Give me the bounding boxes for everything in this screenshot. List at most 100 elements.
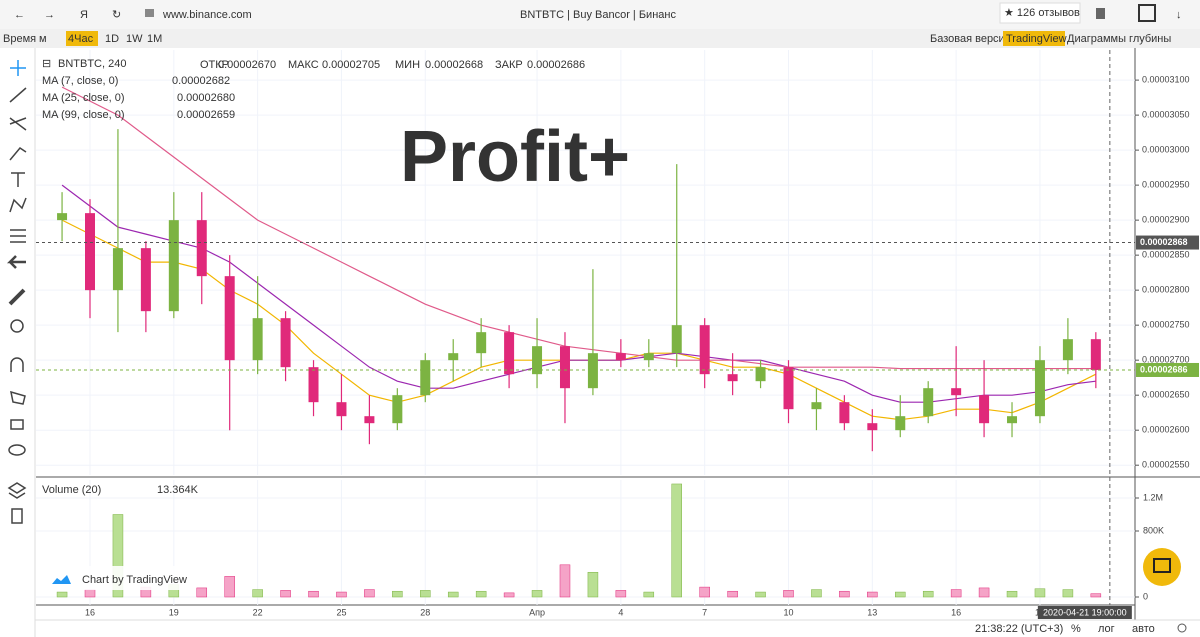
crosshair-tool[interactable] bbox=[10, 60, 26, 76]
volume-bar bbox=[783, 590, 794, 598]
line-tool[interactable] bbox=[9, 87, 27, 103]
candle-body bbox=[308, 367, 319, 403]
drawing-tools bbox=[6, 60, 27, 524]
x-tick-label: 4 bbox=[618, 607, 623, 617]
candle-body bbox=[140, 248, 151, 312]
x-tick-label: 28 bbox=[420, 607, 430, 617]
interval-button[interactable]: 1D bbox=[105, 33, 119, 45]
back-button[interactable]: ← bbox=[14, 9, 25, 21]
ohlc-value: 0.00002668 bbox=[425, 59, 483, 71]
text-tool[interactable] bbox=[11, 172, 25, 187]
ohlc-label: ОТКР bbox=[200, 59, 229, 71]
candle-body bbox=[168, 220, 179, 312]
pattern-tool[interactable] bbox=[9, 197, 27, 213]
brush-tool[interactable] bbox=[9, 147, 27, 161]
rating[interactable]: ★ 126 отзывов bbox=[1004, 7, 1080, 19]
x-tick-label: 13 bbox=[867, 607, 877, 617]
volume-bar bbox=[895, 591, 906, 598]
volume-bar bbox=[615, 590, 627, 598]
chat-button[interactable] bbox=[1143, 548, 1181, 586]
branding-logo[interactable] bbox=[52, 575, 71, 584]
measure-tool[interactable] bbox=[8, 288, 26, 306]
lock-tool[interactable] bbox=[10, 419, 24, 430]
x-tick-label: 16 bbox=[951, 607, 961, 617]
annotation: Profit+ bbox=[400, 117, 630, 197]
layers-tool[interactable] bbox=[7, 482, 27, 499]
candle-body bbox=[196, 220, 207, 277]
extension-icon[interactable] bbox=[1138, 4, 1156, 22]
back-tool[interactable] bbox=[6, 255, 26, 269]
ma-label: MA (7, close, 0) bbox=[42, 75, 118, 87]
volume-bar bbox=[671, 483, 682, 598]
bookmark-icon[interactable] bbox=[1096, 8, 1105, 19]
volume-bar bbox=[420, 590, 431, 598]
branding-box[interactable] bbox=[36, 566, 196, 590]
status-item[interactable]: % bbox=[1071, 623, 1081, 635]
interval-button[interactable]: 1W bbox=[126, 33, 143, 45]
candle-body bbox=[923, 388, 934, 417]
interval-active-bg bbox=[66, 31, 98, 46]
interval-button[interactable]: 4Час bbox=[68, 33, 94, 45]
chat-icon[interactable] bbox=[1153, 558, 1171, 573]
view-button[interactable]: Базовая версия bbox=[930, 33, 1011, 45]
crosshair-time-bg bbox=[1037, 606, 1132, 619]
interval-button[interactable]: 1M bbox=[147, 33, 162, 45]
visibility-tool[interactable] bbox=[8, 444, 26, 456]
ohlc-label: ЗАКР bbox=[495, 59, 523, 71]
volume-bar bbox=[867, 591, 878, 598]
lock-draw-tool[interactable] bbox=[10, 390, 26, 405]
forward-button[interactable]: → bbox=[44, 9, 55, 21]
candle-body bbox=[587, 353, 598, 389]
lock-icon bbox=[145, 9, 154, 17]
volume-bar bbox=[364, 589, 375, 598]
volume-bar bbox=[978, 587, 990, 598]
branding[interactable]: Chart by TradingView bbox=[82, 574, 187, 586]
prediction-tool[interactable] bbox=[10, 229, 26, 243]
view-button[interactable]: Диаграммы глубины bbox=[1067, 33, 1171, 45]
volume-bar bbox=[587, 571, 599, 598]
status-item[interactable]: авто bbox=[1132, 623, 1155, 635]
candle-body bbox=[1090, 339, 1101, 370]
ohlc-value: 0.00002705 bbox=[322, 59, 380, 71]
candle-body bbox=[727, 374, 738, 382]
volume-bar bbox=[224, 576, 235, 598]
candle-body bbox=[755, 367, 766, 382]
magnet-tool[interactable] bbox=[10, 357, 24, 372]
view-button[interactable]: TradingView bbox=[1006, 33, 1067, 45]
settings-icon[interactable] bbox=[1177, 623, 1187, 633]
moving-average bbox=[61, 219, 1097, 421]
candle-body bbox=[448, 353, 459, 361]
volume-bar bbox=[308, 590, 319, 598]
reload-button[interactable]: ↻ bbox=[112, 9, 121, 21]
candle-body bbox=[811, 402, 822, 410]
candle-body bbox=[559, 346, 570, 389]
y-tick-label: 0.00002650 bbox=[1142, 390, 1190, 400]
volume-bar bbox=[1006, 590, 1018, 598]
candle-body bbox=[1034, 360, 1045, 417]
download-icon[interactable]: ↓ bbox=[1176, 9, 1182, 21]
volume-bar bbox=[559, 564, 571, 598]
candle-body bbox=[224, 276, 235, 361]
url[interactable]: www.binance.com bbox=[162, 9, 252, 21]
volume-bar bbox=[699, 586, 710, 598]
yandex-button[interactable]: Я bbox=[80, 9, 88, 21]
candle-body bbox=[252, 318, 263, 361]
price-label: 0.00002686 bbox=[1140, 364, 1188, 374]
status-item[interactable]: лог bbox=[1098, 623, 1115, 635]
candle-body bbox=[1062, 339, 1073, 361]
candle-body bbox=[643, 353, 654, 361]
candle-body bbox=[85, 213, 95, 291]
rating-box[interactable] bbox=[999, 2, 1081, 24]
crosshair-time: 2020-04-21 19:00:00 bbox=[1043, 607, 1127, 617]
volume-bar bbox=[755, 591, 766, 598]
zoom-tool[interactable] bbox=[10, 319, 24, 333]
view-active-bg bbox=[1003, 31, 1065, 46]
y-tick-label: 0.00002850 bbox=[1142, 250, 1190, 260]
fib-tool[interactable] bbox=[9, 117, 27, 131]
y-tick-label: 0.00003050 bbox=[1142, 109, 1190, 119]
minutes-menu[interactable]: м bbox=[39, 33, 47, 45]
x-tick-label: 10 bbox=[783, 607, 793, 617]
trash-tool[interactable] bbox=[11, 508, 23, 524]
